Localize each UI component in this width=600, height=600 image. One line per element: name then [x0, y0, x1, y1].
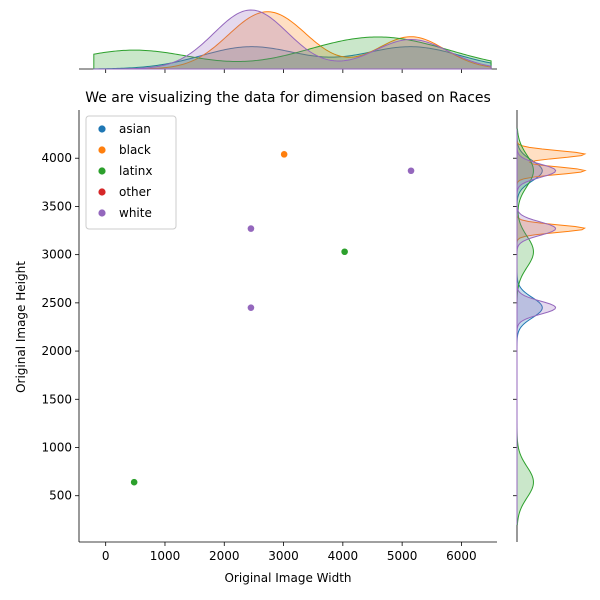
right-kde-white	[516, 129, 557, 525]
legend-marker-latinx	[98, 167, 106, 175]
scatter-point-black	[280, 150, 289, 159]
scatter-point-latinx	[340, 247, 349, 256]
top-kde-white	[93, 9, 492, 70]
right-marginal-kde	[513, 110, 587, 542]
chart-title: We are visualizing the data for dimensio…	[85, 90, 491, 106]
x-tick-label: 1000	[150, 549, 181, 563]
y-tick-label: 500	[49, 489, 72, 503]
y-tick-label: 1000	[41, 441, 72, 455]
y-tick-label: 4000	[41, 151, 72, 165]
legend: asian black latinx other white	[85, 115, 177, 230]
y-tick-label: 3000	[41, 248, 72, 262]
top-kde-asian	[93, 46, 492, 70]
y-tick-label: 2500	[41, 296, 72, 310]
scatter-point-latinx	[130, 478, 139, 487]
scatter-plot-area: 0 1000 2000 3000 4000 5000 6000 500 1000 1500 2000…	[41, 110, 497, 563]
x-tick-label: 5000	[387, 549, 418, 563]
x-axis-label: Original Image Width	[224, 571, 351, 585]
scatter-point-white	[407, 166, 415, 175]
legend-box	[85, 115, 177, 230]
legend-label-other: other	[119, 185, 151, 199]
legend-marker-asian	[98, 125, 106, 133]
y-tick-label: 1500	[41, 392, 72, 406]
y-tick-label: 2000	[41, 344, 72, 358]
x-tick-label: 4000	[328, 549, 359, 563]
legend-label-latinx: latinx	[119, 164, 152, 178]
top-marginal-kde	[79, 9, 497, 73]
top-kde-latinx	[93, 36, 492, 70]
legend-marker-white	[98, 209, 106, 217]
legend-label-black: black	[119, 143, 151, 157]
y-axis-label: Original Image Height	[14, 261, 28, 393]
x-tick-label: 2000	[209, 549, 240, 563]
top-kde-black	[93, 11, 492, 70]
legend-label-asian: asian	[119, 122, 151, 136]
scatter-point-white	[247, 303, 255, 312]
legend-label-white: white	[119, 206, 152, 220]
scatter-point-white	[247, 224, 255, 233]
legend-marker-black	[98, 146, 106, 154]
x-tick-label: 0	[102, 549, 110, 563]
x-tick-label: 3000	[268, 549, 299, 563]
x-tick-label: 6000	[446, 549, 477, 563]
y-tick-label: 3500	[41, 199, 72, 213]
legend-marker-other	[98, 188, 106, 196]
